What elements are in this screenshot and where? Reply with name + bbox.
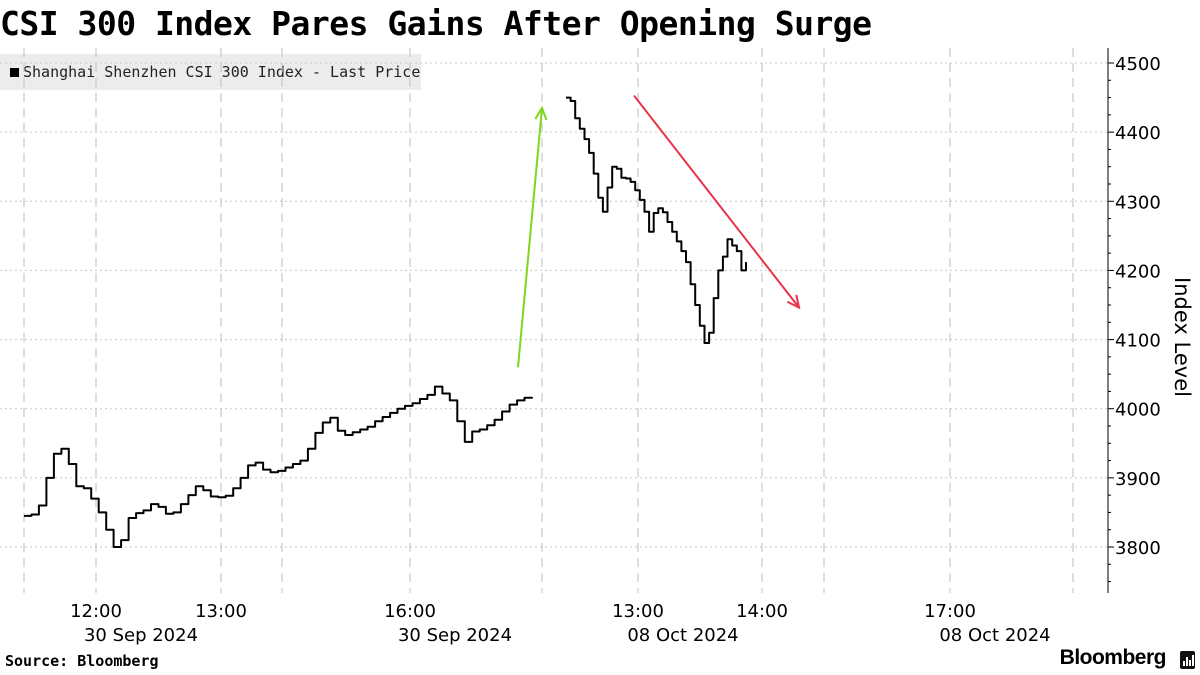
chart-title: CSI 300 Index Pares Gains After Opening … — [0, 4, 872, 43]
series-line — [24, 96, 747, 548]
series-line-1 — [24, 385, 533, 548]
series-line-2 — [566, 96, 747, 344]
y-tick-label: 4400 — [1115, 123, 1161, 144]
down-arrow-head — [786, 294, 801, 310]
y-tick-label: 3900 — [1115, 469, 1161, 490]
y-tick-label: 4300 — [1115, 192, 1161, 213]
x-date-label: 08 Oct 2024 — [939, 625, 1050, 646]
y-tick-label: 4200 — [1115, 261, 1161, 282]
x-date-label: 30 Sep 2024 — [398, 625, 512, 646]
legend-label: Shanghai Shenzhen CSI 300 Index - Last P… — [23, 63, 421, 81]
x-tick-label: 14:00 — [736, 601, 788, 622]
x-tick-label: 12:00 — [70, 601, 122, 622]
y-axis-label: Index Level — [1170, 277, 1194, 397]
legend-swatch — [10, 67, 19, 77]
down-arrow — [633, 94, 800, 309]
x-tick-label: 13:00 — [612, 601, 664, 622]
y-tick-label: 4000 — [1115, 400, 1161, 421]
x-tick-label: 13:00 — [195, 601, 247, 622]
y-tick-label: 4500 — [1115, 54, 1161, 75]
source-note: Source: Bloomberg — [5, 652, 159, 670]
x-date-label: 30 Sep 2024 — [84, 625, 198, 646]
x-tick-label: 16:00 — [384, 601, 436, 622]
bloomberg-logo: Bloomberg — [1059, 646, 1167, 669]
gridlines — [0, 48, 1108, 593]
x-date-label: 08 Oct 2024 — [627, 625, 738, 646]
annotation-arrows — [517, 94, 801, 368]
bloomberg-chart-icon — [1180, 651, 1195, 669]
legend: Shanghai Shenzhen CSI 300 Index - Last P… — [0, 54, 421, 90]
up-arrow — [517, 107, 543, 368]
up-arrow-head — [534, 105, 548, 121]
x-axis: 12:00 30 Sep 2024 13:00 16:00 30 Sep 2024 13:… — [70, 601, 1051, 646]
y-tick-label: 3800 — [1115, 538, 1161, 559]
y-axis: 3800 3900 4000 4100 4200 4300 4400 4500 — [1107, 48, 1161, 593]
y-tick-label: 4100 — [1115, 331, 1161, 352]
x-tick-label: 17:00 — [924, 601, 976, 622]
